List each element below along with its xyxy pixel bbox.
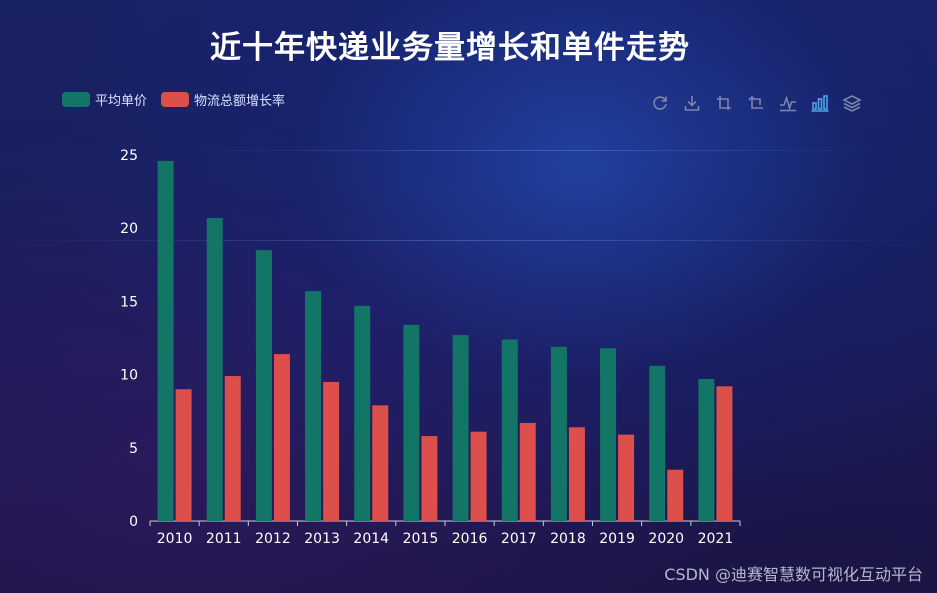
x-tick-label: 2015 <box>403 531 439 547</box>
bar-avg-price[interactable] <box>305 291 322 521</box>
background-glow-line <box>180 150 880 151</box>
x-tick-label: 2021 <box>698 531 734 547</box>
y-tick-label: 10 <box>120 368 138 384</box>
bar-avg-price[interactable] <box>649 365 666 521</box>
stack-icon[interactable] <box>842 93 862 113</box>
bar-growth-rate[interactable] <box>618 434 635 521</box>
x-tick-label: 2016 <box>452 531 488 547</box>
legend-item-growth-rate[interactable]: 物流总额增长率 <box>161 90 285 109</box>
legend-label-avg-price: 平均单价 <box>95 94 148 109</box>
bar-avg-price[interactable] <box>206 217 223 521</box>
bar-growth-rate[interactable] <box>372 405 389 521</box>
legend-swatch-growth-rate <box>161 92 190 107</box>
save-image-icon[interactable] <box>682 93 702 113</box>
bar-avg-price[interactable] <box>403 324 420 521</box>
restore-icon[interactable] <box>650 93 670 113</box>
x-tick-label: 2017 <box>501 531 537 547</box>
chart-toolbox <box>650 93 862 113</box>
x-tick-label: 2014 <box>353 531 389 547</box>
watermark: CSDN @迪赛智慧数可视化互动平台 <box>664 565 923 584</box>
chart-legend: 平均单价 物流总额增长率 <box>62 90 285 109</box>
x-tick-label: 2013 <box>304 531 340 547</box>
x-tick-label: 2011 <box>206 531 242 547</box>
bar-avg-price[interactable] <box>354 305 371 521</box>
bar-avg-price[interactable] <box>698 378 715 521</box>
legend-label-growth-rate: 物流总额增长率 <box>194 94 286 109</box>
bar-growth-rate[interactable] <box>224 376 241 521</box>
bar-avg-price[interactable] <box>501 339 518 521</box>
y-tick-label: 20 <box>120 221 138 237</box>
bar-growth-rate[interactable] <box>716 386 733 521</box>
x-tick-label: 2020 <box>648 531 684 547</box>
legend-swatch-avg-price <box>62 92 90 107</box>
y-tick-label: 15 <box>120 294 138 310</box>
bar-growth-rate[interactable] <box>470 431 487 521</box>
zoom-icon[interactable] <box>714 93 734 113</box>
y-tick-label: 25 <box>120 148 138 164</box>
bar-growth-rate[interactable] <box>667 469 684 521</box>
line-chart-icon[interactable] <box>778 93 798 113</box>
chart-title: 近十年快递业务量增长和单件走势 <box>210 30 690 66</box>
legend-item-avg-price[interactable]: 平均单价 <box>62 90 147 109</box>
x-tick-label: 2018 <box>550 531 586 547</box>
bar-avg-price[interactable] <box>255 250 272 521</box>
background-glow-line <box>0 240 937 241</box>
bar-growth-rate[interactable] <box>273 354 290 521</box>
bar-growth-rate[interactable] <box>519 422 536 521</box>
x-tick-label: 2012 <box>255 531 291 547</box>
x-tick-label: 2019 <box>599 531 635 547</box>
y-tick-label: 0 <box>129 514 138 530</box>
bar-growth-rate[interactable] <box>421 436 438 521</box>
bar-chart-icon[interactable] <box>810 93 830 113</box>
bar-growth-rate[interactable] <box>568 427 585 521</box>
zoom-reset-icon[interactable] <box>746 93 766 113</box>
bar-avg-price[interactable] <box>452 335 469 521</box>
bar-avg-price[interactable] <box>157 160 174 521</box>
bar-avg-price[interactable] <box>600 348 617 521</box>
bar-avg-price[interactable] <box>550 346 567 521</box>
bar-growth-rate[interactable] <box>323 381 340 521</box>
y-tick-label: 5 <box>129 441 138 457</box>
bar-growth-rate[interactable] <box>175 389 192 521</box>
x-tick-label: 2010 <box>157 531 193 547</box>
